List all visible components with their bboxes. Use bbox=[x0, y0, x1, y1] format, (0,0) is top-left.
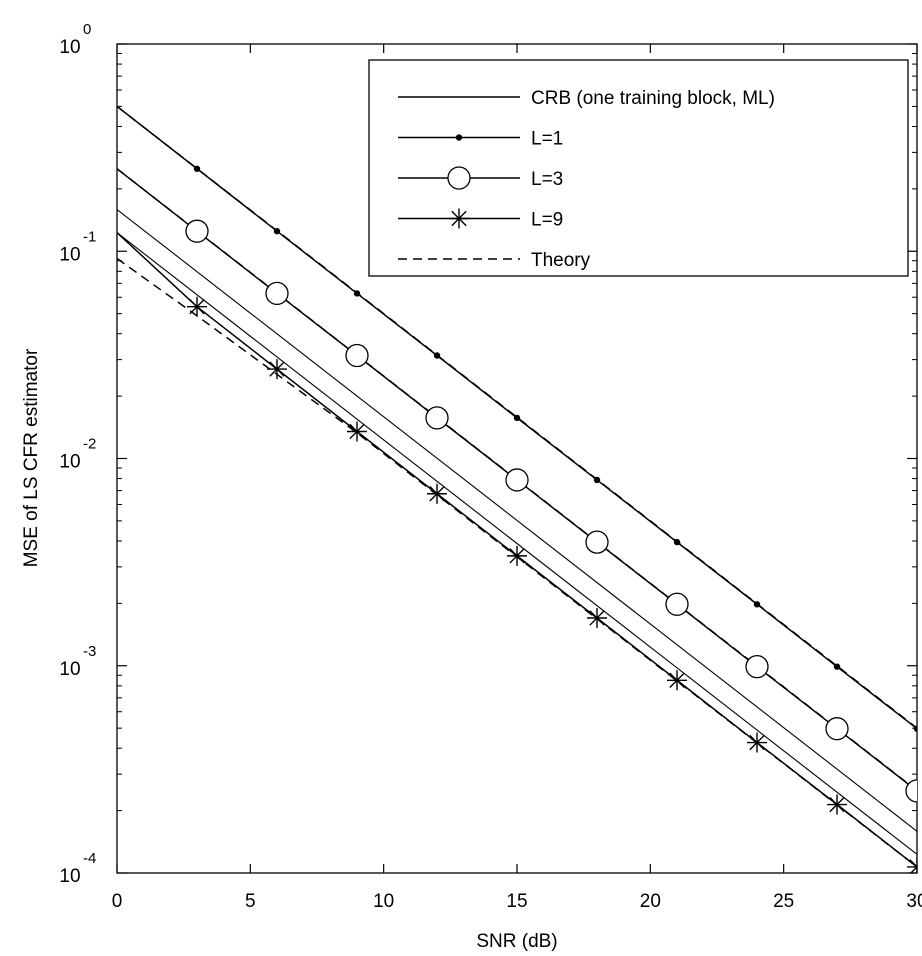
data-point-l-1 bbox=[193, 165, 201, 172]
data-point-l-3 bbox=[585, 530, 609, 554]
series-layer bbox=[117, 105, 917, 873]
data-point-l-9 bbox=[907, 856, 917, 873]
data-point-l-1 bbox=[513, 414, 521, 422]
marker-layer bbox=[185, 165, 917, 873]
y-tick-label-base: 10 bbox=[59, 244, 80, 265]
x-tick-label: 15 bbox=[506, 891, 527, 912]
data-point-l-3 bbox=[905, 779, 917, 803]
y-tick-label-exponent: -2 bbox=[83, 436, 96, 453]
legend-label-l-1: L=1 bbox=[531, 129, 563, 150]
legend-label-theory: Theory bbox=[531, 250, 591, 271]
x-tick-label: 0 bbox=[112, 891, 123, 912]
legend-marker-l-9 bbox=[449, 208, 469, 229]
legend-marker-l-3 bbox=[447, 166, 471, 190]
data-point-l-3 bbox=[665, 592, 689, 616]
data-point-l-1 bbox=[273, 227, 281, 235]
data-point-l-1 bbox=[673, 538, 681, 546]
y-tick-label-exponent: -3 bbox=[83, 643, 96, 660]
x-tick-label: 5 bbox=[245, 891, 256, 912]
legend-label-crb-one-training-block-ml: CRB (one training block, ML) bbox=[531, 88, 775, 109]
legend-marker-l-1 bbox=[455, 134, 463, 141]
legend-label-l-3: L=3 bbox=[531, 169, 563, 190]
y-axis-label: MSE of LS CFR estimator bbox=[21, 348, 42, 567]
x-tick-label: 20 bbox=[640, 891, 661, 912]
x-axis-label: SNR (dB) bbox=[476, 931, 557, 952]
data-point-l-9 bbox=[427, 483, 447, 504]
data-point-l-1 bbox=[433, 352, 441, 359]
x-tick-label: 10 bbox=[373, 891, 394, 912]
series-line-crb-one-training-block-ml bbox=[117, 209, 917, 832]
data-point-l-9 bbox=[187, 296, 207, 317]
data-point-l-9 bbox=[267, 359, 287, 380]
data-point-l-9 bbox=[747, 732, 767, 753]
data-point-l-9 bbox=[827, 794, 847, 815]
data-point-l-1 bbox=[913, 725, 917, 732]
data-point-l-3 bbox=[345, 343, 369, 368]
x-tick-label: 30 bbox=[906, 891, 922, 912]
y-tick-label-exponent: -1 bbox=[83, 228, 96, 245]
data-point-l-1 bbox=[833, 663, 841, 670]
data-point-l-3 bbox=[745, 655, 769, 679]
data-point-l-3 bbox=[425, 406, 449, 430]
data-point-l-1 bbox=[353, 290, 361, 297]
y-tick-label-exponent: -4 bbox=[83, 850, 96, 867]
legend-label-l-9: L=9 bbox=[531, 210, 563, 231]
data-point-l-1 bbox=[753, 601, 761, 608]
y-tick-label-base: 10 bbox=[59, 452, 80, 473]
series-line-theory bbox=[117, 168, 917, 792]
y-tick-label-base: 10 bbox=[59, 37, 80, 58]
y-tick-label-base: 10 bbox=[59, 866, 80, 887]
data-point-l-9 bbox=[667, 670, 687, 691]
data-point-l-1 bbox=[593, 476, 601, 484]
series-line-crb-one-training-block-ml bbox=[117, 232, 917, 855]
data-point-l-3 bbox=[185, 219, 209, 243]
y-tick-label-exponent: 0 bbox=[83, 21, 91, 38]
data-point-l-3 bbox=[825, 717, 849, 741]
legend: CRB (one training block, ML) L=1 L=3 L=9 The… bbox=[368, 59, 909, 277]
x-tick-label: 25 bbox=[773, 891, 794, 912]
data-point-l-9 bbox=[507, 545, 527, 566]
y-tick-label-base: 10 bbox=[59, 659, 80, 680]
data-point-l-9 bbox=[347, 421, 367, 442]
data-point-l-9 bbox=[587, 607, 607, 628]
axis-ticks: 05101520253010010-110-210-310-4 bbox=[59, 21, 922, 912]
series-line-theory bbox=[117, 105, 917, 729]
data-point-l-3 bbox=[505, 468, 529, 492]
data-point-l-3 bbox=[265, 281, 289, 306]
